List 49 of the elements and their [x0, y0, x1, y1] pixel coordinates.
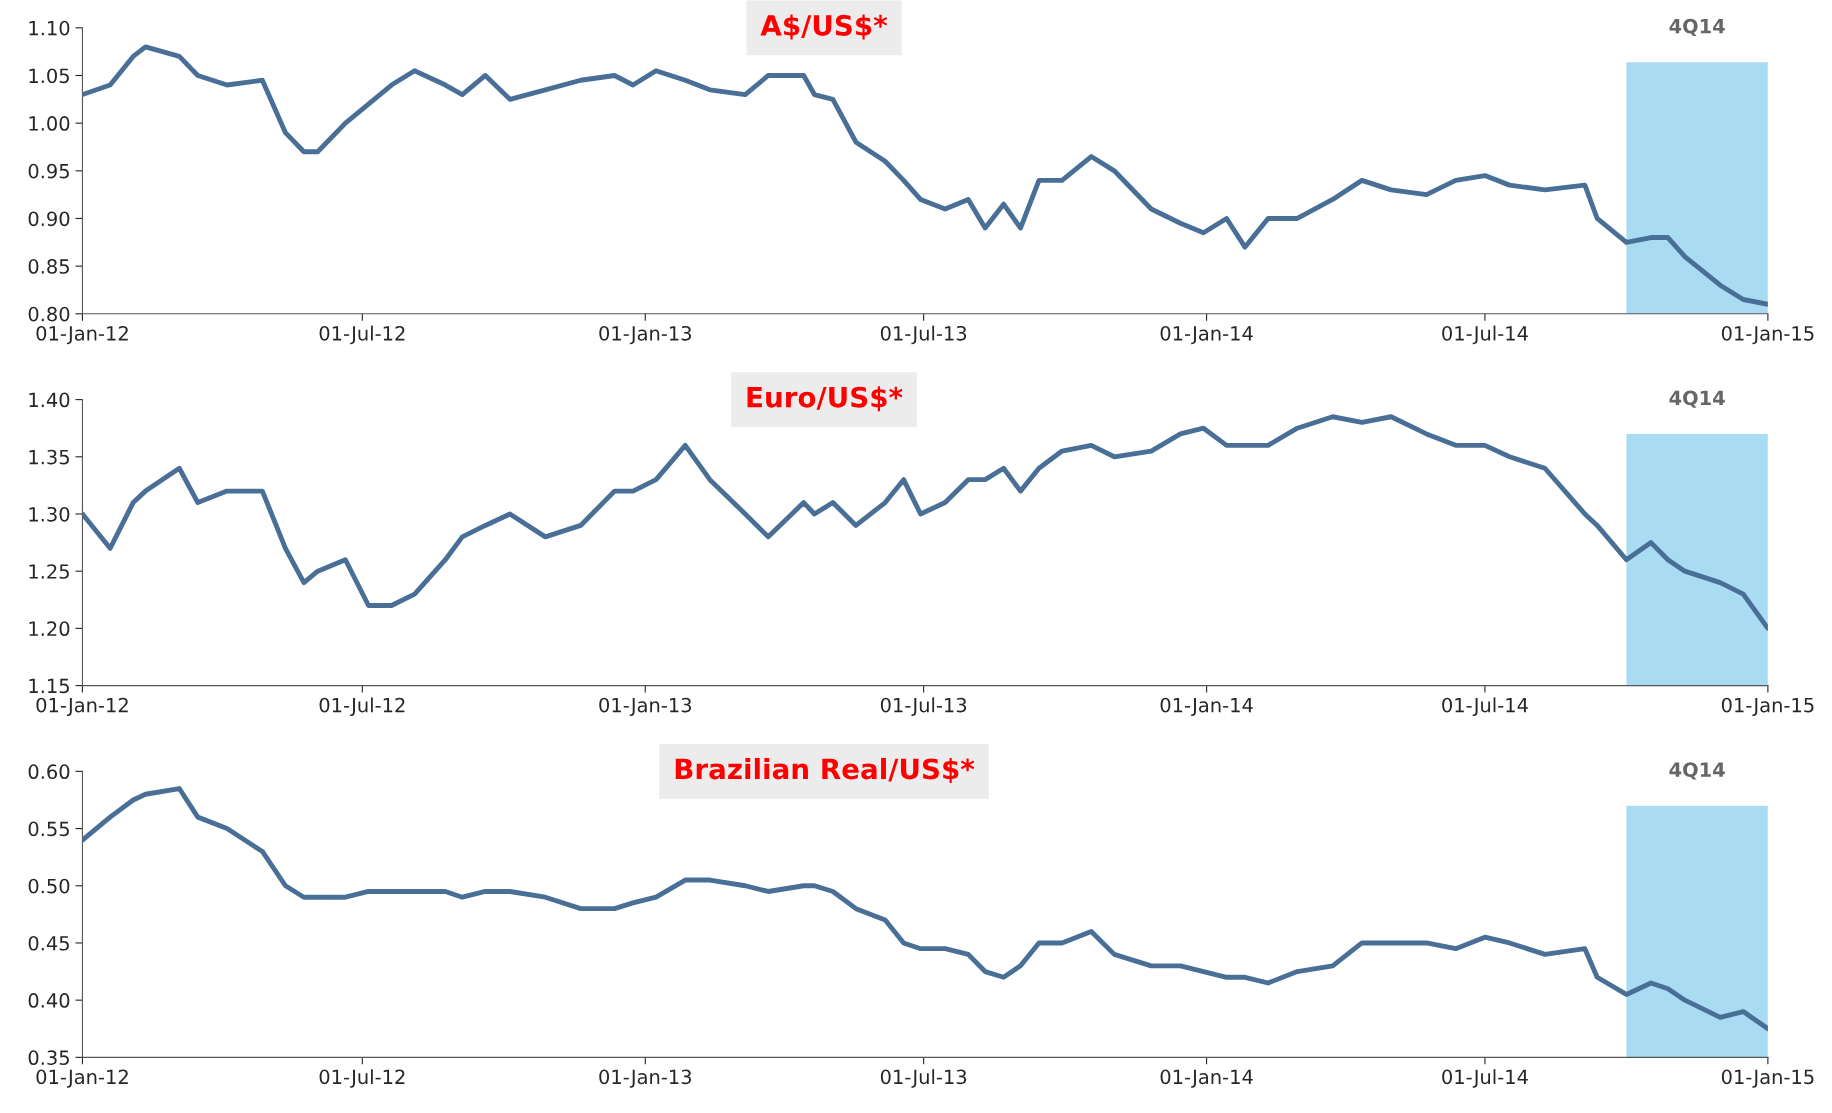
y-tick-label: 1.10	[29, 20, 70, 36]
x-tick-label: 01-Jan-14	[1160, 325, 1253, 345]
y-tick-label: 1.40	[29, 392, 70, 408]
x-tick-label: 01-Jul-14	[1442, 1069, 1528, 1088]
y-tick-label: 0.95	[28, 163, 69, 179]
y-tick-label: 1.00	[29, 116, 70, 131]
line-series	[82, 786, 1768, 1032]
chart-title: Euro/US$*	[747, 386, 903, 412]
x-tick-label: 01-Jul-12	[319, 1069, 405, 1088]
line-series	[82, 44, 1768, 307]
x-tick-label: 01-Jan-14	[1160, 697, 1253, 717]
band-label: 4Q14	[1669, 390, 1725, 408]
x-tick-label: 01-Jul-13	[880, 325, 967, 345]
x-tick-label: 01-Jan-13	[599, 697, 692, 717]
x-tick-label: 01-Jan-12	[36, 325, 128, 345]
x-tick-label: 01-Jan-13	[599, 1069, 692, 1088]
x-tick-label: 01-Jul-13	[880, 1069, 967, 1088]
x-tick-label: 01-Jan-12	[36, 697, 128, 717]
x-tick-label: 01-Jan-13	[599, 325, 692, 345]
x-tick-label: 01-Jul-12	[319, 697, 405, 717]
y-tick-label: 0.40	[28, 993, 70, 1008]
x-tick-label: 01-Jan-15	[1721, 325, 1814, 345]
y-tick-label: 0.45	[28, 935, 69, 951]
y-tick-label: 0.55	[28, 821, 69, 837]
chart-title: Brazilian Real/US$*	[675, 757, 975, 784]
y-tick-label: 0.60	[28, 764, 70, 780]
x-tick-label: 01-Jan-14	[1160, 1069, 1253, 1088]
x-tick-label: 01-Jan-15	[1721, 697, 1814, 717]
x-tick-label: 01-Jul-14	[1442, 697, 1528, 717]
line-series	[82, 414, 1768, 631]
y-tick-label: 0.85	[28, 259, 69, 274]
x-tick-label: 01-Jan-15	[1721, 1069, 1814, 1088]
y-tick-label: 1.35	[29, 449, 69, 465]
y-tick-label: 0.80	[28, 306, 70, 322]
band-label: 4Q14	[1669, 762, 1725, 780]
x-tick-label: 01-Jul-12	[319, 325, 405, 345]
x-tick-label: 01-Jul-14	[1442, 325, 1528, 345]
y-tick-label: 0.35	[28, 1050, 69, 1066]
y-tick-label: 1.15	[29, 678, 69, 694]
y-tick-label: 1.30	[29, 506, 70, 522]
y-tick-label: 1.05	[29, 68, 69, 84]
y-tick-label: 0.90	[28, 211, 70, 227]
x-tick-label: 01-Jan-12	[36, 1069, 128, 1088]
chart-title: A$/US$*	[760, 14, 888, 40]
x-tick-label: 01-Jul-13	[880, 697, 967, 717]
band-label: 4Q14	[1669, 18, 1725, 37]
y-tick-label: 1.25	[29, 564, 69, 579]
y-tick-label: 1.20	[29, 621, 70, 637]
y-tick-label: 0.50	[28, 878, 70, 894]
